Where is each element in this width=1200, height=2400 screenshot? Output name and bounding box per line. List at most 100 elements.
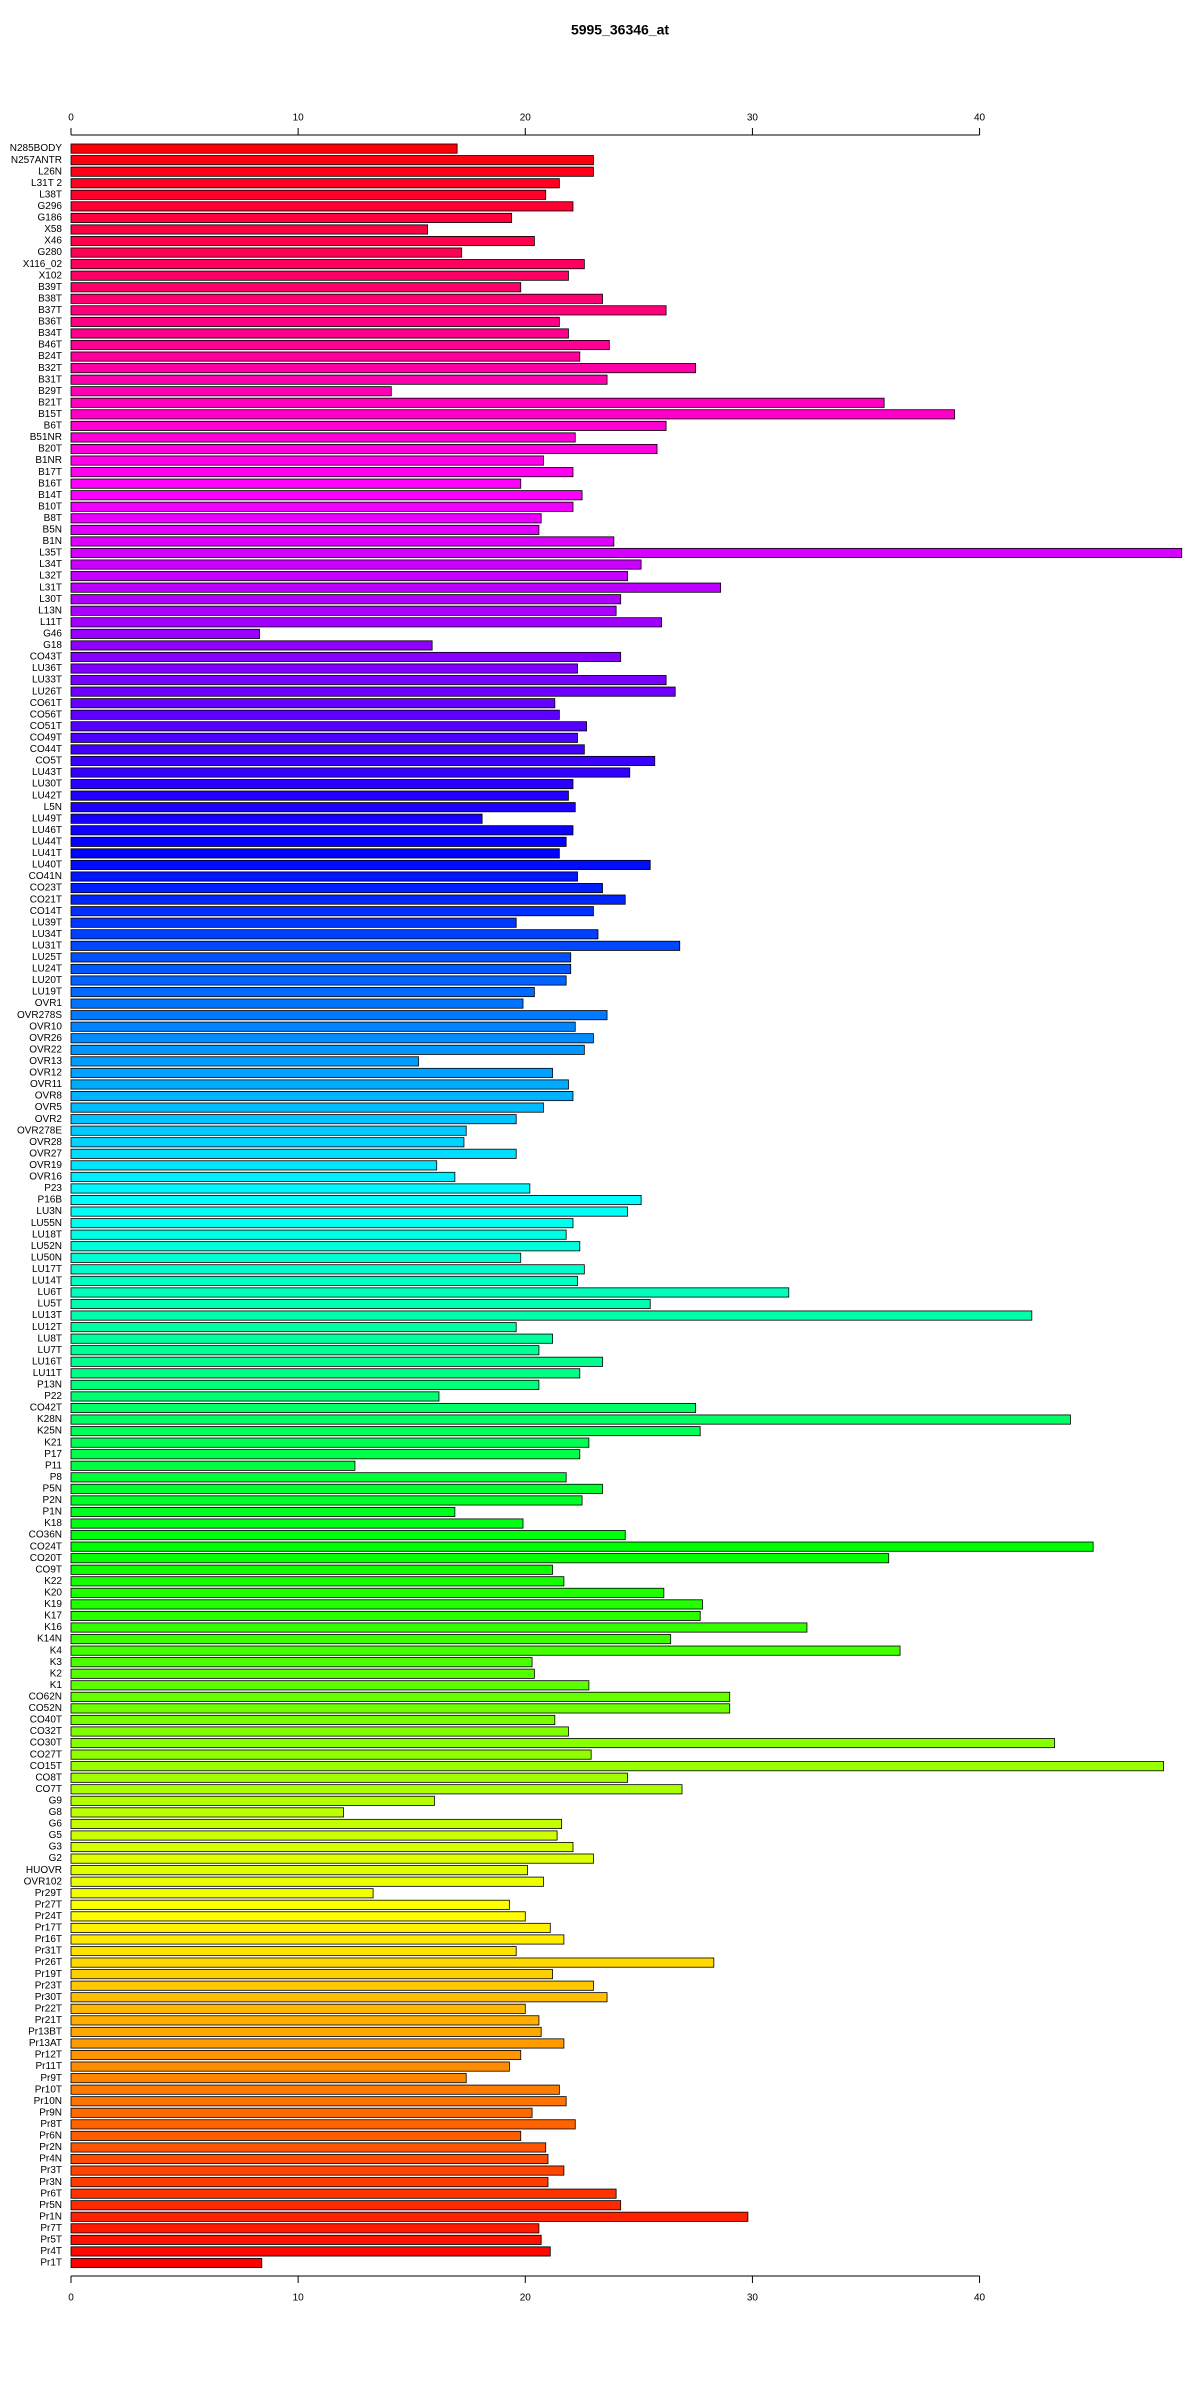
bar xyxy=(70,282,522,293)
bar xyxy=(70,883,603,894)
bar xyxy=(70,605,617,616)
y-tick-label: LU13T xyxy=(32,1310,62,1321)
bar xyxy=(70,755,656,766)
y-tick-label: B37T xyxy=(38,305,62,316)
bar xyxy=(70,1495,583,1506)
y-tick-label: LU49T xyxy=(32,813,62,824)
bar xyxy=(70,397,885,408)
bar xyxy=(70,963,572,974)
bar xyxy=(70,1610,701,1621)
bar xyxy=(70,2257,263,2269)
y-tick-label: G280 xyxy=(38,247,63,258)
y-tick-label: LU55N xyxy=(31,1218,62,1229)
bar xyxy=(70,189,547,200)
bar xyxy=(70,813,483,824)
bar xyxy=(70,1067,553,1078)
y-tick-label: K3 xyxy=(50,1657,63,1668)
y-tick-label: CO32T xyxy=(30,1726,62,1737)
y-tick-label: CO8T xyxy=(35,1772,62,1783)
y-tick-label: G296 xyxy=(38,201,63,212)
y-tick-label: P17 xyxy=(44,1449,62,1460)
y-tick-label: CO7T xyxy=(35,1784,62,1795)
bar xyxy=(70,651,622,663)
y-tick-label: LU40T xyxy=(32,860,62,871)
bar xyxy=(70,536,615,547)
y-tick-label: LU3N xyxy=(36,1206,62,1217)
y-tick-label: LU46T xyxy=(32,825,62,836)
y-tick-label: Pr1T xyxy=(40,2258,62,2269)
bar xyxy=(70,178,560,189)
y-tick-label: B38T xyxy=(38,293,62,304)
bar xyxy=(70,1345,540,1356)
bar xyxy=(70,686,676,697)
bar xyxy=(70,790,569,801)
bar xyxy=(70,455,544,466)
bar xyxy=(70,2234,542,2245)
bar xyxy=(70,721,588,732)
y-tick-label: Pr10T xyxy=(35,2084,62,2095)
y-tick-label: CO41N xyxy=(29,871,62,882)
bar xyxy=(70,906,594,917)
y-tick-label: CO43T xyxy=(30,652,62,663)
y-tick-label: OVR102 xyxy=(24,1876,63,1887)
bar xyxy=(70,1483,603,1494)
y-tick-label: LU42T xyxy=(32,790,62,801)
y-tick-label: CO27T xyxy=(30,1749,62,1760)
y-tick-label: K2 xyxy=(50,1668,63,1679)
bar xyxy=(70,1402,697,1414)
y-tick-label: CO21T xyxy=(30,894,62,905)
bar xyxy=(70,1992,608,2003)
y-tick-label: Pr26T xyxy=(35,1957,62,1968)
y-tick-label: K19 xyxy=(44,1599,62,1610)
y-tick-label: Pr29T xyxy=(35,1888,62,1899)
bar xyxy=(70,2188,617,2199)
bar xyxy=(70,1888,374,1899)
y-tick-label: Pr19T xyxy=(35,1969,62,1980)
y-tick-label: B39T xyxy=(38,282,62,293)
y-tick-label: LU5T xyxy=(38,1299,62,1310)
bar xyxy=(70,1969,553,1980)
bar xyxy=(70,316,560,327)
bar xyxy=(70,1853,594,1864)
y-tick-label: L26N xyxy=(38,166,62,177)
bar xyxy=(70,1472,567,1483)
bar xyxy=(70,1391,440,1402)
y-tick-label: CO14T xyxy=(30,906,62,917)
bar xyxy=(70,201,574,212)
bar xyxy=(70,224,429,235)
bar xyxy=(70,1553,890,1564)
y-tick-label: CO56T xyxy=(30,709,62,720)
y-tick-label: OVR22 xyxy=(29,1044,62,1055)
y-tick-label: Pr6T xyxy=(40,2188,62,2199)
y-tick-label: B5N xyxy=(43,525,62,536)
bar xyxy=(70,478,522,489)
y-tick-label: X102 xyxy=(39,270,63,281)
y-tick-label: CO62N xyxy=(29,1691,62,1702)
bar xyxy=(70,1426,701,1437)
bar xyxy=(70,1125,467,1136)
bar xyxy=(70,767,631,778)
x-tick-label-bottom: 0 xyxy=(68,2293,74,2304)
y-tick-label: G2 xyxy=(49,1853,63,1864)
bar xyxy=(70,1634,672,1645)
bar xyxy=(70,386,392,397)
bar xyxy=(70,2050,522,2061)
bar xyxy=(70,1911,526,1922)
bar xyxy=(70,744,585,755)
y-tick-label: LU16T xyxy=(32,1356,62,1367)
bar xyxy=(70,929,599,940)
bar xyxy=(70,2142,547,2153)
bar xyxy=(70,524,540,535)
y-tick-label: OVR5 xyxy=(35,1102,63,1113)
y-tick-label: Pr22T xyxy=(35,2003,62,2014)
y-tick-label: B17T xyxy=(38,467,62,478)
y-tick-label: L13N xyxy=(38,605,62,616)
y-tick-label: OVR1 xyxy=(35,998,63,1009)
y-tick-label: L31T xyxy=(39,582,62,593)
y-tick-label: OVR27 xyxy=(29,1148,62,1159)
y-tick-label: G5 xyxy=(49,1830,63,1841)
y-tick-label: K21 xyxy=(44,1437,62,1448)
bar xyxy=(70,1830,558,1841)
y-tick-label: OVR13 xyxy=(29,1056,62,1067)
